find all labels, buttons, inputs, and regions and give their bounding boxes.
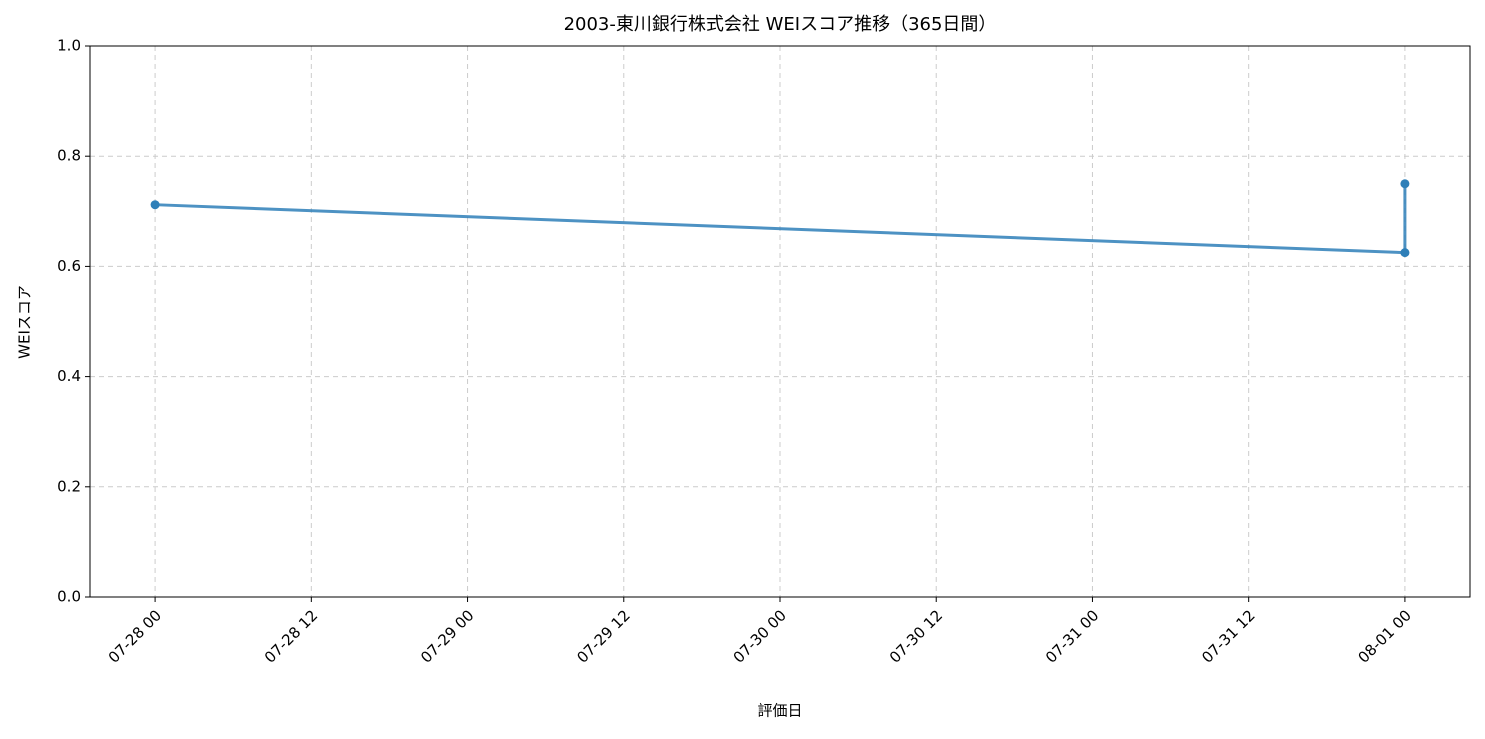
x-tick-label: 07-30 00 [730, 606, 790, 666]
chart-title: 2003-東川銀行株式会社 WEIスコア推移（365日間） [564, 14, 997, 35]
marker [1400, 248, 1410, 258]
x-tick-label: 07-30 12 [886, 606, 946, 666]
x-axis-label: 評価日 [757, 702, 802, 720]
y-tick-label: 0.6 [57, 257, 81, 275]
y-axis-label: WEIスコア [16, 285, 34, 359]
x-tick-label: 07-29 00 [417, 606, 477, 666]
y-tick-label: 0.2 [57, 477, 81, 495]
marker [1400, 179, 1410, 189]
x-tick-label: 07-29 12 [573, 606, 633, 666]
x-tick-label: 07-31 12 [1198, 606, 1258, 666]
x-tick-label: 07-31 00 [1042, 606, 1102, 666]
marker [150, 200, 160, 210]
y-tick-label: 0.8 [57, 147, 81, 165]
y-tick-label: 1.0 [57, 37, 81, 55]
y-tick-label: 0.0 [57, 588, 81, 606]
x-tick-label: 07-28 00 [105, 606, 165, 666]
x-tick-label: 08-01 00 [1354, 606, 1414, 666]
y-tick-label: 0.4 [57, 367, 81, 385]
plot-frame [89, 45, 1471, 598]
x-tick-label: 07-28 12 [261, 606, 321, 666]
